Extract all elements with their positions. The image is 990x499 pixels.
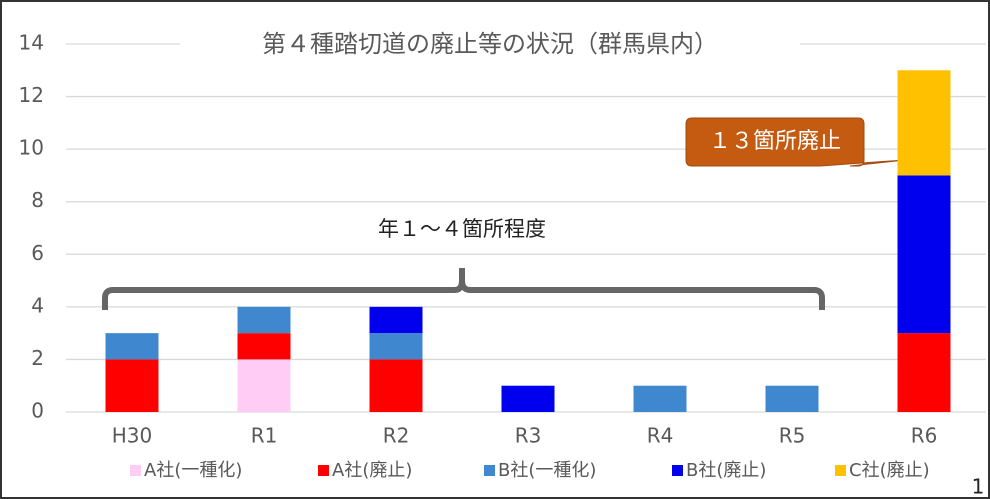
y-tick-label: 10 xyxy=(19,136,44,160)
legend-swatch xyxy=(672,465,683,476)
y-tick-label: 14 xyxy=(19,31,44,55)
bar-segment xyxy=(633,385,687,412)
brace-label: 年１～４箇所程度 xyxy=(378,217,546,241)
page-number: 1 xyxy=(972,475,985,499)
x-tick-label: R3 xyxy=(515,424,542,448)
bar-segment xyxy=(897,175,951,334)
y-tick-label: 0 xyxy=(31,399,44,423)
bar-segment xyxy=(237,359,291,412)
x-tick-label: H30 xyxy=(112,424,153,448)
bar-segment xyxy=(501,385,555,412)
x-tick-label: R2 xyxy=(383,424,410,448)
bar-segment xyxy=(237,333,291,360)
callout-label: １３箇所廃止 xyxy=(709,129,841,154)
legend-label: B社(一種化) xyxy=(498,460,596,481)
x-tick-label: R5 xyxy=(779,424,806,448)
bar-segment xyxy=(237,306,291,334)
legend-label: A社(廃止) xyxy=(332,460,412,481)
y-tick-label: 6 xyxy=(31,241,44,265)
x-tick-label: R4 xyxy=(647,424,674,448)
brace xyxy=(102,268,825,310)
legend-swatch xyxy=(835,465,846,476)
y-tick-label: 8 xyxy=(31,188,44,212)
legend-swatch xyxy=(130,465,141,476)
legend-label: C社(廃止) xyxy=(849,460,930,481)
legend-label: B社(廃止) xyxy=(686,460,766,481)
bar-segment xyxy=(765,385,819,412)
legend-label: A社(一種化) xyxy=(144,460,242,481)
x-tick-label: R6 xyxy=(911,424,938,448)
bar-segment xyxy=(105,359,159,412)
legend-swatch xyxy=(318,465,329,476)
legend-swatch xyxy=(484,465,495,476)
bar-segment xyxy=(897,70,951,176)
y-tick-label: 12 xyxy=(19,83,44,107)
bar-segment xyxy=(369,333,423,360)
bar-segment xyxy=(369,359,423,412)
callout xyxy=(685,117,906,167)
x-tick-label: R1 xyxy=(251,424,278,448)
y-tick-label: 4 xyxy=(31,293,44,317)
bar-segment xyxy=(369,306,423,334)
chart-title: 第４種踏切道の廃止等の状況（群馬県内） xyxy=(262,30,718,58)
bar-segment xyxy=(897,333,951,412)
y-tick-label: 2 xyxy=(31,346,44,370)
bar-segment xyxy=(105,333,159,360)
title-bg xyxy=(180,28,800,62)
